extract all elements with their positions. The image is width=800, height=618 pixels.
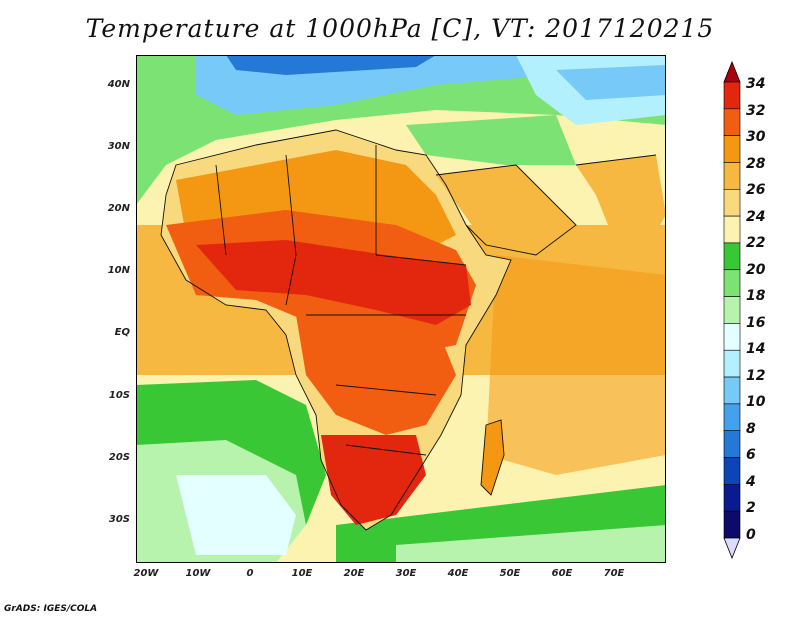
lon-tick-20e: 20E (343, 568, 365, 579)
colorbar-segment (723, 242, 741, 271)
map-canvas (136, 55, 666, 563)
colorbar-label-20: 20 (746, 262, 766, 278)
lon-tick-60e: 60E (551, 568, 573, 579)
lon-tick-20w: 20W (133, 568, 159, 579)
colorbar (723, 60, 741, 560)
colorbar-label-22: 22 (746, 235, 766, 251)
southern-indian-ocean-cool (396, 525, 666, 563)
central-africa-hot (296, 315, 456, 435)
colorbar-segment (723, 349, 741, 378)
colorbar-label-26: 26 (746, 182, 766, 198)
colorbar-label-28: 28 (746, 156, 766, 172)
asia-blue (556, 65, 666, 100)
colorbar-segment (723, 457, 741, 485)
lon-tick-10e: 10E (291, 568, 313, 579)
lon-tick-0: 0 (246, 568, 254, 579)
arabia-warm (436, 165, 576, 255)
middle-east-cool (406, 115, 576, 165)
colorbar-label-10: 10 (746, 394, 766, 410)
lon-tick-30e: 30E (395, 568, 417, 579)
colorbar-label-2: 2 (746, 500, 756, 516)
colorbar-label-14: 14 (746, 341, 766, 357)
colorbar-segment (723, 269, 741, 297)
colorbar-label-6: 6 (746, 447, 756, 463)
colorbar-segment (723, 484, 741, 512)
lat-tick-30s: 30S (108, 514, 130, 525)
map-border (136, 55, 666, 563)
colorbar-segment (723, 188, 741, 217)
map-title: Temperature at 1000hPa [C], VT: 20171202… (85, 14, 715, 43)
madagascar-outline (480, 419, 505, 496)
india (576, 155, 666, 265)
temperature-map (136, 55, 666, 563)
lat-tick-20s: 20S (108, 452, 130, 463)
colorbar-label-30: 30 (746, 129, 766, 145)
country-borders (160, 129, 657, 531)
colorbar-segment (723, 430, 741, 458)
lon-tick-10w: 10W (185, 568, 211, 579)
colorbar-segment (723, 162, 741, 190)
south-atlantic-cold (176, 475, 296, 555)
lon-tick-40e: 40E (447, 568, 469, 579)
colorbar-label-16: 16 (746, 315, 766, 331)
colorbar-label-34: 34 (746, 76, 766, 92)
colorbar-segment (723, 135, 741, 163)
colorbar-segment (723, 510, 741, 539)
colorbar-label-12: 12 (746, 368, 766, 384)
colorbar-label-8: 8 (746, 421, 756, 437)
colorbar-label-32: 32 (746, 103, 766, 119)
colorbar-segment (723, 296, 741, 324)
lon-tick-70e: 70E (603, 568, 625, 579)
europe-very-cold (226, 55, 436, 75)
lon-tick-50e: 50E (499, 568, 521, 579)
southern-africa-hot (321, 435, 426, 525)
grads-credit: GrADS: IGES/COLA (4, 604, 98, 614)
colorbar-top-arrow (723, 60, 741, 83)
colorbar-label-18: 18 (746, 288, 766, 304)
central-africa-very-hot (196, 240, 471, 325)
madagascar (481, 420, 504, 495)
lat-tick-40n: 40N (107, 79, 130, 90)
colorbar-bottom-arrow (723, 537, 741, 560)
lat-tick-10s: 10S (108, 390, 130, 401)
colorbar-segment (723, 81, 741, 110)
indian-ocean-warm (486, 255, 666, 475)
colorbar-segment (723, 403, 741, 432)
lat-tick-10n: 10N (107, 265, 130, 276)
colorbar-label-4: 4 (746, 474, 756, 490)
colorbar-segment (723, 376, 741, 405)
lat-tick-30n: 30N (107, 141, 130, 152)
colorbar-label-24: 24 (746, 209, 766, 225)
colorbar-label-0: 0 (746, 527, 756, 543)
lat-tick-20n: 20N (107, 203, 130, 214)
colorbar-segment (723, 108, 741, 136)
lat-tick-eq: EQ (114, 327, 130, 338)
colorbar-segment (723, 323, 741, 351)
colorbar-segment (723, 215, 741, 244)
